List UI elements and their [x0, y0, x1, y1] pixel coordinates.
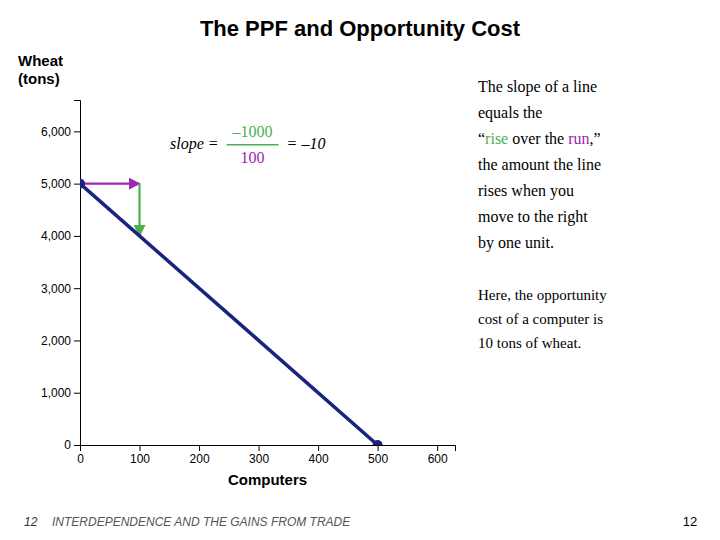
x-axis-tick-label: 600 [428, 452, 448, 466]
numerator: –1000 [232, 123, 273, 140]
note-line: the amount the line [478, 156, 601, 173]
point [80, 179, 85, 189]
x-axis-tick-label: 100 [130, 452, 150, 466]
y-axis-line [74, 101, 81, 446]
x-axis-line [81, 446, 456, 452]
y-axis-label: Wheat [18, 52, 63, 69]
x-axis-tick-label: 500 [368, 452, 388, 466]
x-axis-tick-mark [378, 445, 379, 451]
note-segment: rises when you [478, 182, 574, 200]
note-line: The slope of a line [478, 78, 597, 96]
y-axis-tick-mark [74, 393, 80, 394]
note-line: by one unit. [478, 234, 554, 252]
slope-equation: slope = –1000 100 = –10 [170, 123, 325, 166]
marks [80, 179, 383, 445]
x-axis-tick: 400 [309, 445, 329, 466]
note-segment: 10 tons of wheat. [478, 335, 581, 351]
footer: 12 INTERDEPENDENCE AND THE GAINS FROM TRA… [24, 514, 697, 529]
equation-text: = –10 [287, 135, 326, 152]
point [373, 440, 383, 445]
note-segment: cost of a computer is [478, 311, 603, 327]
y-axis-label: (tons) [18, 70, 60, 87]
footer-number: 12 [24, 515, 38, 529]
x-axis-tick: 100 [130, 445, 150, 466]
y-axis-tick: 2,000 [41, 334, 80, 348]
y-axis-tick: 0 [64, 438, 80, 452]
note-line: “rise over the run,” [478, 130, 601, 147]
x-axis-tick-label: 0 [77, 452, 84, 466]
note: The slope of a line equals the “rise over … [478, 78, 601, 252]
x-axis-tick: 600 [428, 445, 448, 466]
y-axis-tick: 4,000 [41, 229, 80, 243]
y-axis-tick-label: 2,000 [41, 334, 71, 348]
y-axis-tick-label: 6,000 [41, 125, 71, 139]
y-axis-tick-mark [74, 131, 80, 132]
denominator: 100 [241, 149, 265, 166]
x-axis-tick: 200 [190, 445, 210, 466]
x-axis-tick-mark [318, 445, 319, 451]
chart: The PPF and Opportunity Cost 0 100 200 300 40… [0, 0, 720, 540]
y-axis: 0 1,000 2,000 3,000 4,000 5,000 6,000 [41, 101, 81, 453]
x-axis-tick: 300 [249, 445, 269, 466]
y-axis-tick-mark [74, 445, 80, 446]
y-axis-tick: 6,000 [41, 125, 80, 139]
x-axis-tick-mark [259, 445, 260, 451]
note-segment: equals the [478, 104, 542, 122]
y-axis-tick-mark [74, 340, 80, 341]
note-segment: over the [508, 130, 568, 147]
footer-number: 12 [683, 514, 697, 529]
x-axis-tick-label: 300 [249, 452, 269, 466]
footer-text: INTERDEPENDENCE AND THE GAINS FROM TRADE [52, 515, 351, 529]
y-axis-tick: 1,000 [41, 386, 80, 400]
note-line: rises when you [478, 182, 574, 200]
y-axis-tick-mark [74, 288, 80, 289]
ppf-line [80, 184, 378, 445]
y-axis-tick-mark [74, 184, 80, 185]
note: Here, the opportunity cost of a computer … [478, 287, 607, 351]
x-axis-tick: 0 [77, 445, 84, 466]
x-axis-tick-mark [437, 445, 438, 451]
note-segment: ,” [590, 130, 601, 147]
x-axis: 0 100 200 300 400 500 600 [77, 445, 455, 466]
x-axis-tick: 500 [368, 445, 388, 466]
note-line: equals the [478, 104, 542, 122]
y-axis-tick-label: 5,000 [41, 177, 71, 191]
note-segment: move to the right [478, 208, 588, 226]
arrow [80, 183, 140, 185]
y-axis-tick-label: 3,000 [41, 282, 71, 296]
note-segment: The slope of a line [478, 78, 597, 96]
note-line: cost of a computer is [478, 311, 603, 327]
note-segment: by one unit. [478, 234, 554, 252]
x-axis-tick-mark [199, 445, 200, 451]
note-segment: “ [478, 130, 485, 147]
y-axis-tick: 5,000 [41, 177, 80, 191]
x-axis-tick-mark [140, 445, 141, 451]
x-axis-label: Computers [228, 471, 307, 488]
note-segment: rise [485, 130, 508, 147]
y-axis-tick-label: 1,000 [41, 386, 71, 400]
y-axis-tick: 3,000 [41, 282, 80, 296]
y-axis-tick-mark [74, 236, 80, 237]
note-line: move to the right [478, 208, 588, 226]
arrow [138, 184, 140, 236]
y-axis-tick-label: 4,000 [41, 229, 71, 243]
x-axis-tick-label: 400 [309, 452, 329, 466]
note-line: Here, the opportunity [478, 287, 607, 303]
note-segment: run [568, 130, 589, 147]
title: The PPF and Opportunity Cost [200, 16, 521, 41]
note-segment: Here, the opportunity [478, 287, 607, 303]
note-line: 10 tons of wheat. [478, 335, 581, 351]
y-axis-tick-label: 0 [64, 438, 71, 452]
equation-text: slope = [170, 135, 223, 153]
fraction-line [227, 144, 279, 146]
x-axis-tick-label: 200 [190, 452, 210, 466]
note-segment: the amount the line [478, 156, 601, 173]
